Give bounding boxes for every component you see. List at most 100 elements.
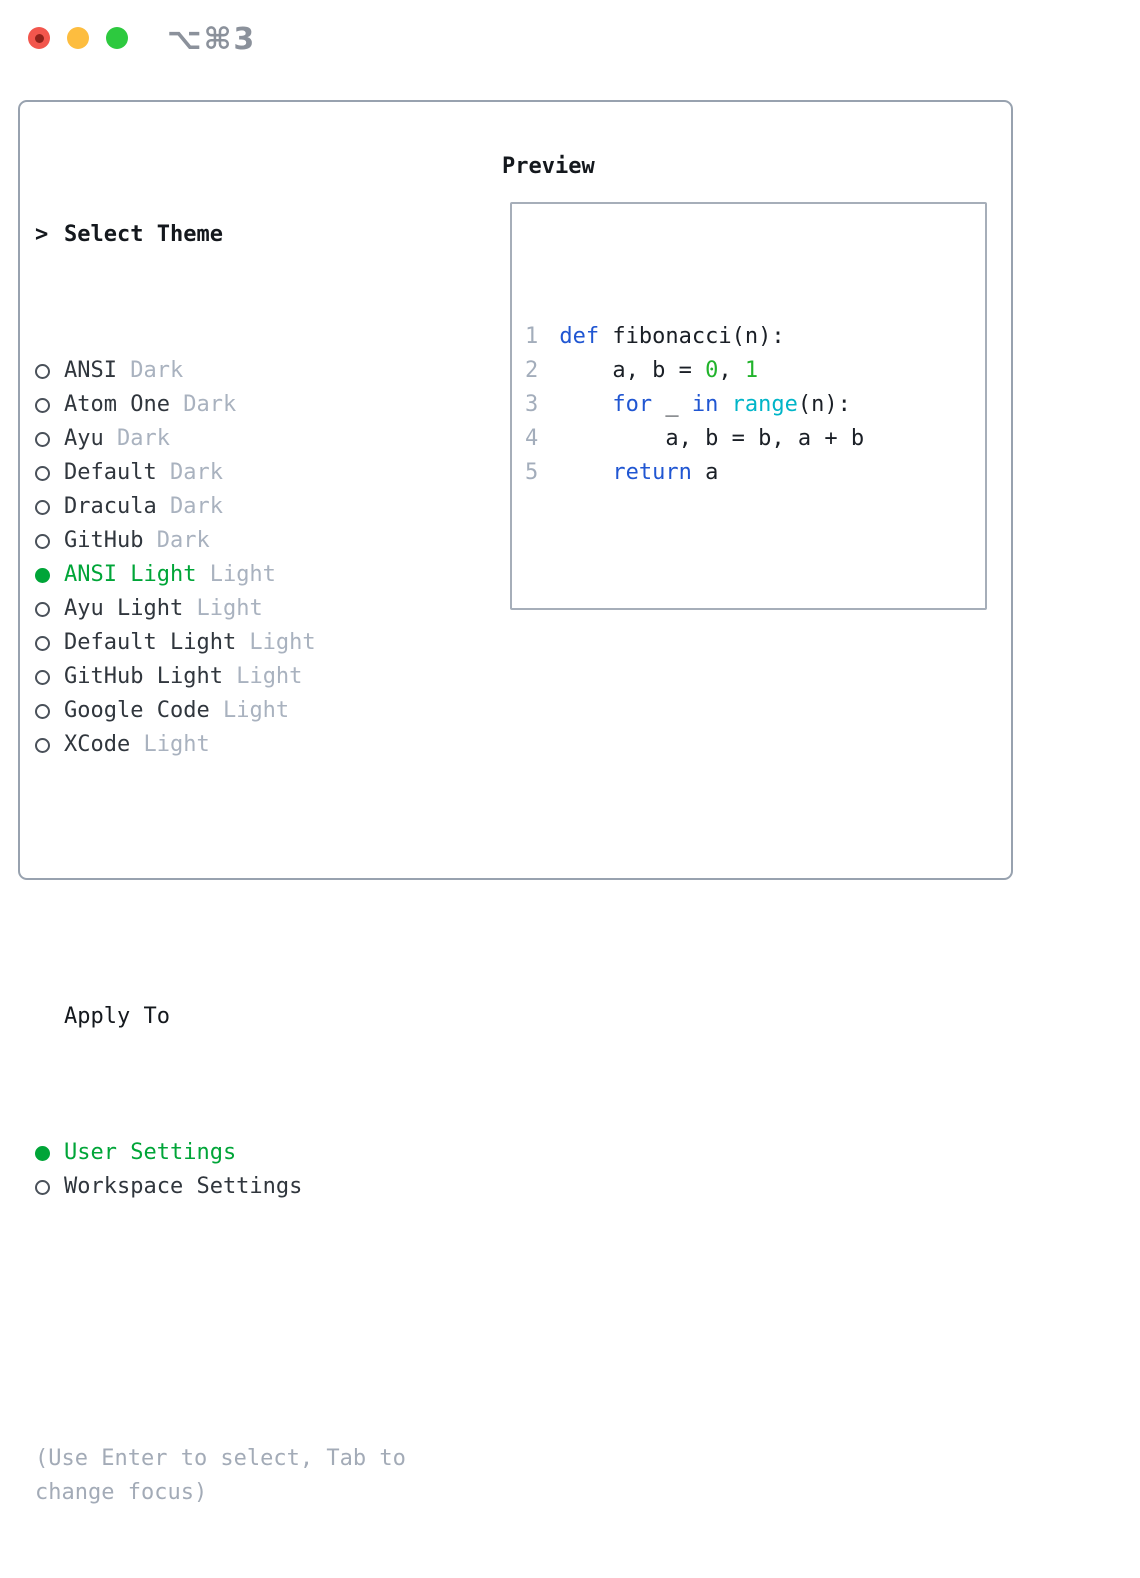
minimize-button[interactable] <box>67 27 89 49</box>
radio-icon <box>35 533 50 549</box>
code-content: def fibonacci(n): <box>559 320 784 354</box>
theme-name: Ayu Light <box>64 596 184 621</box>
code-line: 1 def fibonacci(n): <box>525 320 975 354</box>
close-button[interactable] <box>28 27 50 49</box>
code-content: for _ in range(n): <box>559 388 850 422</box>
token-plain <box>718 392 731 417</box>
code-line: 2 a, b = 0, 1 <box>525 354 975 388</box>
token-number: 0 <box>705 358 719 383</box>
left-column: > Select Theme ANSI Dark Atom One Dark Ayu… <box>35 150 406 1578</box>
traffic-lights <box>28 27 128 49</box>
radio-selected-icon <box>35 567 50 583</box>
apply-to-list: User Settings Workspace Settings <box>35 1136 406 1204</box>
theme-variant: Dark <box>116 358 184 383</box>
theme-name: Ayu <box>64 426 104 451</box>
window-title: ⌥⌘3 <box>167 22 257 57</box>
app-window: ⌥⌘3 > Select Theme ANSI Dark Atom One Dar… <box>0 0 1140 1505</box>
token-plain <box>559 460 612 485</box>
theme-name: Default Light <box>64 630 237 655</box>
radio-icon <box>35 363 50 379</box>
spacer <box>35 1306 406 1340</box>
theme-option[interactable]: XCode Light <box>35 728 406 762</box>
radio-icon <box>35 465 50 481</box>
theme-option[interactable]: Dracula Dark <box>35 490 406 524</box>
token-plain <box>559 392 612 417</box>
radio-icon <box>35 1179 50 1195</box>
theme-name: GitHub Light <box>64 664 223 689</box>
line-number: 1 <box>525 324 539 349</box>
token-builtin: range <box>731 392 798 417</box>
token-plain: fibonacci(n): <box>599 324 785 349</box>
help-text-line: change focus) <box>35 1480 208 1505</box>
apply-to-header: Apply To <box>35 1000 406 1034</box>
radio-selected-icon <box>35 1145 50 1161</box>
theme-name: Default <box>64 460 157 485</box>
select-theme-header: > Select Theme <box>35 218 406 252</box>
token-plain: a, b = b, a + b <box>559 426 865 451</box>
spacer <box>525 558 975 592</box>
theme-name: ANSI Light <box>64 562 197 587</box>
token-plain: , <box>718 358 745 383</box>
theme-option[interactable]: Atom One Dark <box>35 388 406 422</box>
theme-variant: Light <box>209 698 290 723</box>
theme-name: Google Code <box>64 698 210 723</box>
theme-option[interactable]: Google Code Light <box>35 694 406 728</box>
theme-option[interactable]: Default Light Light <box>35 626 406 660</box>
radio-icon <box>35 499 50 515</box>
token-number: 1 <box>744 358 759 383</box>
line-number: 3 <box>525 392 539 417</box>
code-content: a, b = b, a + b <box>559 422 864 456</box>
theme-variant: Light <box>236 630 316 655</box>
radio-icon <box>35 601 50 617</box>
titlebar: ⌥⌘3 <box>0 0 1140 100</box>
radio-icon <box>35 703 50 719</box>
theme-variant: Dark <box>103 426 170 451</box>
theme-option[interactable]: ANSI Dark <box>35 354 406 388</box>
code-line: 5 return a <box>525 456 975 490</box>
theme-variant: Light <box>196 562 276 587</box>
theme-variant: Light <box>183 596 263 621</box>
line-number: 2 <box>525 358 539 383</box>
apply-to-option[interactable]: User Settings <box>35 1136 406 1170</box>
line-number: 5 <box>525 460 539 485</box>
token-plain: a, b = <box>559 358 706 383</box>
theme-variant: Dark <box>156 460 223 485</box>
theme-variant: Dark <box>169 392 237 417</box>
radio-icon <box>35 635 50 651</box>
theme-picker-panel: > Select Theme ANSI Dark Atom One Dark Ayu… <box>18 100 1013 1505</box>
prompt-caret: > <box>35 222 49 247</box>
token-plain: (n): <box>797 392 851 417</box>
token-keyword: return <box>612 460 692 485</box>
radio-icon <box>35 431 50 447</box>
radio-icon <box>35 669 50 685</box>
theme-name: ANSI <box>64 358 117 383</box>
theme-name: GitHub <box>64 528 144 553</box>
theme-option[interactable]: GitHub Light Light <box>35 660 406 694</box>
code-line: 3 for _ in range(n): <box>525 388 975 422</box>
token-keyword: in <box>691 392 719 417</box>
theme-list: ANSI Dark Atom One Dark Ayu Dark Default Da… <box>35 354 406 762</box>
apply-to-option[interactable]: Workspace Settings <box>35 1170 406 1204</box>
help-text-line: (Use Enter to select, Tab to <box>35 1446 406 1471</box>
theme-option[interactable]: Default Dark <box>35 456 406 490</box>
theme-variant: Light <box>222 664 303 689</box>
theme-option[interactable]: ANSI Light Light <box>35 558 406 592</box>
theme-name: Dracula <box>64 494 157 519</box>
line-number: 4 <box>525 426 539 451</box>
zoom-button[interactable] <box>106 27 128 49</box>
theme-option[interactable]: Ayu Dark <box>35 422 406 456</box>
help-text: (Use Enter to select, Tab to change focus… <box>35 1442 406 1510</box>
theme-name: XCode <box>64 732 131 757</box>
theme-option[interactable]: Ayu Light Light <box>35 592 406 626</box>
preview-title: Preview <box>502 154 595 179</box>
theme-variant: Light <box>130 732 210 757</box>
theme-option[interactable]: GitHub Dark <box>35 524 406 558</box>
unsaved-dot-icon <box>34 33 44 43</box>
apply-to-title: Apply To <box>64 1004 170 1029</box>
theme-variant: Dark <box>143 528 210 553</box>
theme-name: Atom One <box>64 392 170 417</box>
radio-icon <box>35 737 50 753</box>
token-plain: a <box>691 460 719 485</box>
